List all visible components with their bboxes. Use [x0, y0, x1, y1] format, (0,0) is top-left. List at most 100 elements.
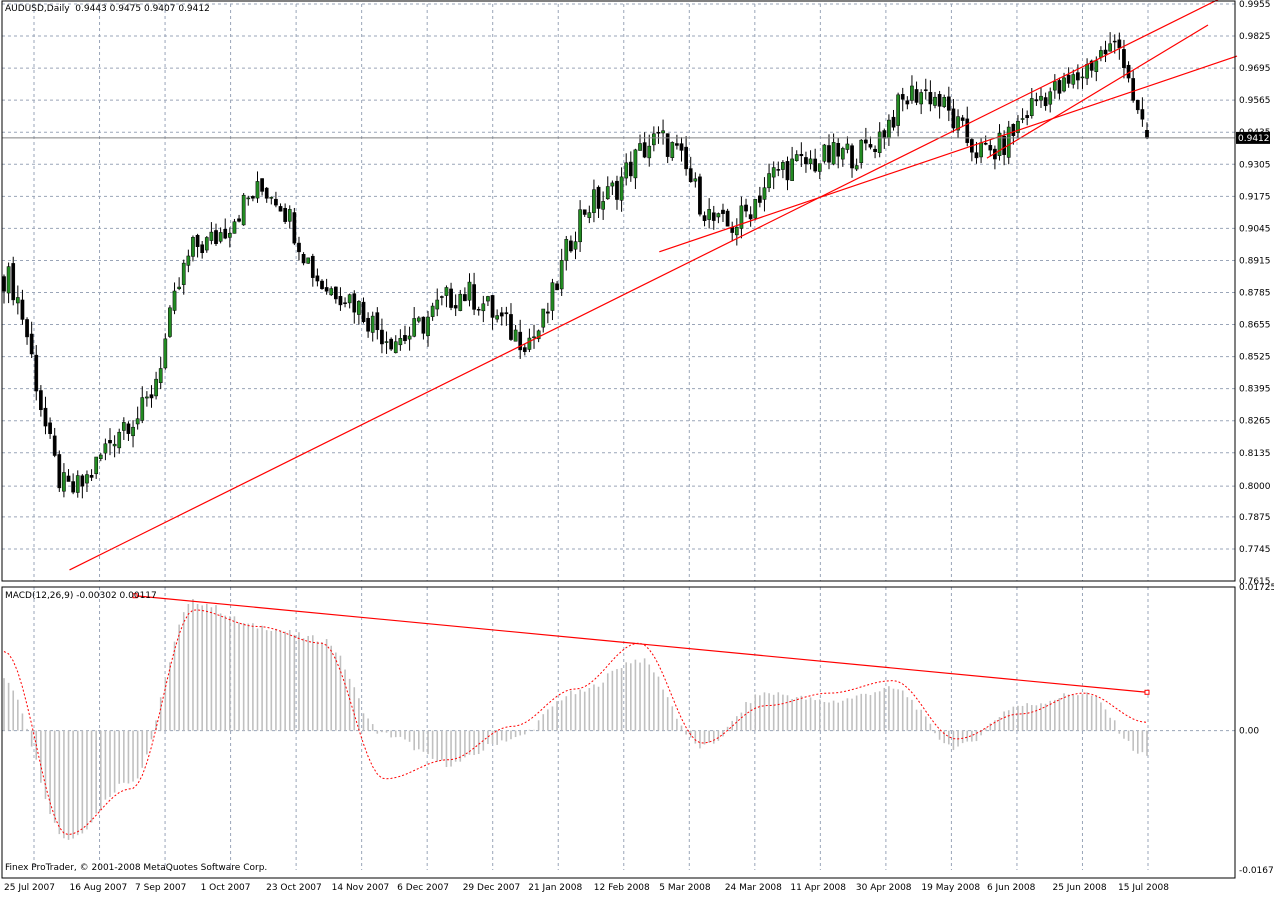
candle-body: [338, 296, 343, 306]
candle-body: [564, 239, 569, 261]
price-y-tick-label: 0.8135: [1239, 449, 1271, 459]
price-y-tick-label: 0.7615: [1239, 577, 1271, 587]
candle-body: [509, 314, 513, 340]
copyright-text: Finex ProTrader, © 2001-2008 MetaQuotes …: [5, 863, 268, 873]
candle-body: [287, 209, 292, 222]
candle-body: [928, 92, 933, 105]
current-price-label: 0.9412: [1238, 134, 1270, 144]
candle-body: [923, 89, 928, 91]
candle-body: [62, 472, 66, 492]
candle-body: [384, 341, 389, 343]
candle-body: [467, 281, 472, 301]
candle-body: [283, 207, 287, 222]
candle-body: [25, 319, 29, 338]
x-axis-date-label: 7 Sep 2007: [135, 883, 186, 893]
candle-body: [71, 481, 75, 493]
candle-body: [186, 255, 191, 266]
candle-body: [1145, 129, 1149, 139]
candle-body: [237, 218, 241, 222]
candle-body: [1080, 76, 1085, 79]
candle-body: [785, 161, 790, 181]
candle-body: [919, 92, 924, 105]
x-axis-date-label: 19 May 2008: [921, 883, 980, 893]
candle-body: [380, 329, 384, 345]
candle-body: [209, 231, 214, 241]
price-trendline: [986, 24, 1209, 159]
macd-trendline-handle[interactable]: [1144, 689, 1150, 695]
candle-body: [251, 196, 255, 199]
candle-body: [435, 299, 440, 310]
price-y-tick-label: 0.7875: [1239, 513, 1271, 523]
candle-body: [66, 475, 71, 482]
candle-body: [817, 163, 822, 172]
candle-body: [1099, 50, 1103, 58]
candle-body: [421, 316, 426, 334]
candle-body: [103, 443, 108, 454]
candle-body: [559, 260, 564, 290]
candle-body: [191, 237, 195, 257]
candle-body: [48, 422, 52, 434]
candle-body: [1048, 91, 1053, 105]
candle-body: [398, 338, 403, 346]
candle-body: [85, 474, 89, 484]
macd-panel-frame: [1, 586, 1236, 879]
candle-body: [1020, 118, 1025, 120]
candle-body: [1135, 99, 1140, 111]
candle-body: [154, 378, 158, 397]
candle-body: [1029, 98, 1034, 116]
candle-body: [896, 94, 900, 126]
candle-body: [52, 435, 57, 456]
candle-body: [974, 152, 979, 159]
candle-body: [472, 284, 476, 310]
candle-body: [513, 329, 518, 342]
candle-body: [29, 333, 34, 355]
candle-body: [808, 158, 813, 165]
candle-body: [753, 199, 758, 219]
candle-body: [536, 330, 541, 340]
candle-body: [799, 154, 804, 157]
candle-body: [675, 143, 679, 146]
candle-body: [624, 162, 629, 179]
candle-body: [89, 475, 94, 478]
macd-panel-title: MACD(12,26,9) -0.00302 0.00117: [5, 591, 157, 601]
candle-body: [684, 146, 688, 170]
candle-body: [758, 195, 762, 203]
candle-body: [679, 143, 684, 151]
candle-body: [914, 89, 919, 103]
price-y-tick-label: 0.7745: [1239, 545, 1271, 555]
candle-body: [269, 197, 274, 199]
current-price-label-bg: [1236, 131, 1270, 144]
candle-body: [734, 226, 739, 236]
candle-body: [532, 336, 536, 339]
candle-body: [596, 186, 601, 209]
price-y-tick-label: 0.8265: [1239, 417, 1271, 427]
candle-body: [605, 186, 610, 200]
candle-body: [333, 286, 338, 300]
candle-body: [426, 316, 430, 336]
candle-body: [550, 282, 555, 311]
candle-body: [983, 142, 988, 145]
candle-body: [306, 257, 311, 264]
candle-body: [813, 158, 818, 172]
candle-body: [34, 354, 39, 392]
macd-trendline-handle[interactable]: [132, 593, 138, 599]
candle-body: [905, 100, 910, 105]
candle-body: [887, 119, 891, 139]
price-y-tick-label: 0.9955: [1239, 0, 1271, 10]
candle-body: [329, 288, 334, 296]
candle-body: [389, 338, 393, 350]
candle-body: [255, 181, 260, 199]
candle-body: [246, 197, 251, 200]
macd-trendline: [135, 595, 1148, 693]
candle-body: [223, 229, 228, 239]
candle-body: [628, 161, 633, 177]
candle-body: [108, 440, 112, 444]
candle-body: [711, 212, 716, 221]
candle-body: [610, 182, 615, 187]
macd-y-tick-label: 0.01725: [1239, 583, 1274, 593]
candle-body: [670, 142, 675, 158]
x-axis-date-label: 11 Apr 2008: [790, 883, 846, 893]
candle-body: [937, 94, 942, 107]
candle-body: [652, 133, 656, 146]
